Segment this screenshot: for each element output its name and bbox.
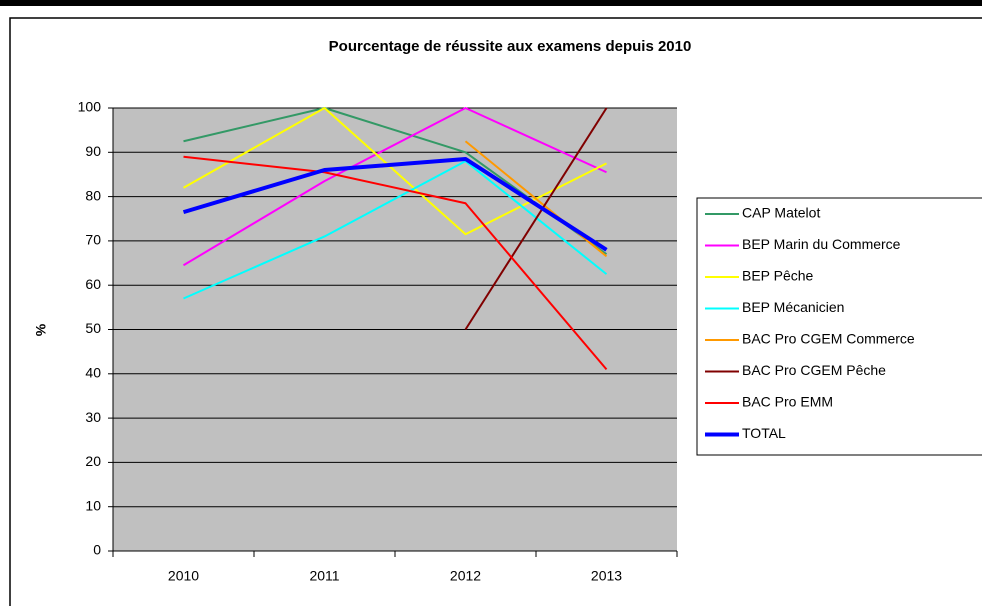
legend-label: BAC Pro EMM: [742, 394, 833, 410]
y-tick-label: 50: [85, 320, 101, 336]
series-line: [183, 155, 608, 371]
x-tick-label: 2012: [450, 568, 481, 584]
y-tick-label: 90: [85, 143, 101, 159]
sheet-border: [0, 0, 982, 6]
y-tick-label: 100: [78, 99, 102, 115]
y-tick-label: 40: [85, 365, 101, 381]
y-tick-label: 60: [85, 276, 101, 292]
series-line: [464, 107, 608, 331]
y-tick-label: 10: [85, 497, 101, 513]
x-tick-label: 2011: [309, 568, 339, 584]
x-tick-label: 2013: [591, 568, 622, 584]
legend-label: BEP Pêche: [742, 268, 814, 284]
legend-label: TOTAL: [742, 425, 786, 441]
series-line: [182, 156, 608, 252]
x-tick-label: 2010: [168, 568, 199, 584]
chart-title: Pourcentage de réussite aux examens depu…: [329, 38, 692, 55]
series-line: [182, 107, 607, 267]
legend-label: BAC Pro CGEM Commerce: [742, 331, 915, 347]
legend-label: CAP Matelot: [742, 205, 820, 221]
y-tick-label: 80: [85, 187, 101, 203]
legend: [696, 197, 982, 456]
y-axis-label: %: [33, 323, 49, 336]
y-tick-label: 30: [85, 409, 101, 425]
y-tick-label: 0: [93, 542, 101, 558]
legend-label: BAC Pro CGEM Pêche: [742, 362, 886, 378]
legend-label: BEP Mécanicien: [742, 299, 844, 315]
series-line: [464, 140, 608, 258]
y-tick-label: 70: [85, 232, 101, 248]
legend-label: BEP Marin du Commerce: [742, 236, 901, 252]
y-tick-label: 20: [85, 453, 101, 469]
